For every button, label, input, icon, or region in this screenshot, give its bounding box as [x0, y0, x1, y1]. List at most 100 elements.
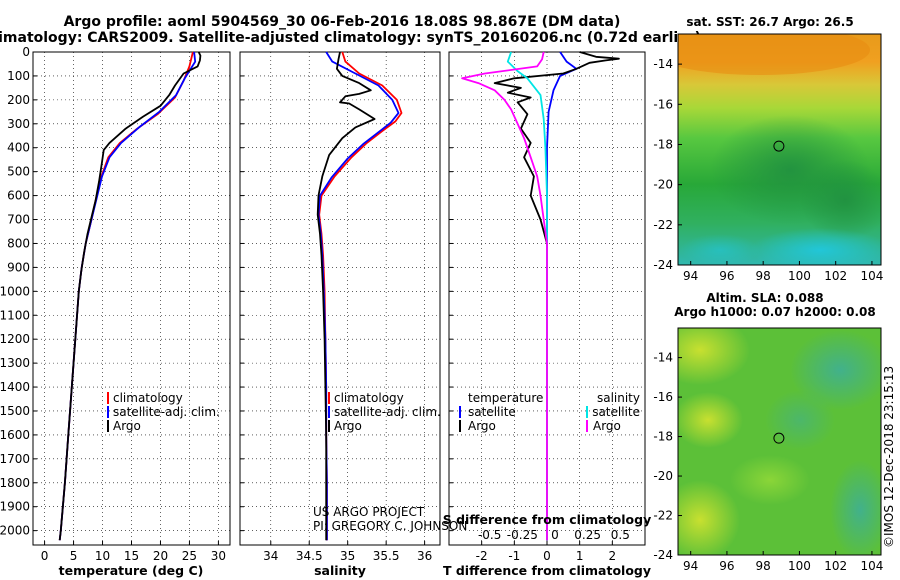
- map-x-tick-label: 104: [860, 269, 883, 283]
- series-line-salinity-satellite: [506, 51, 548, 541]
- map-x-tick-label: 102: [824, 269, 847, 283]
- depth-tick-label: 600: [7, 189, 30, 203]
- map-x-tick-label: 96: [719, 269, 734, 283]
- map-x-tick-label: 100: [788, 269, 811, 283]
- series-line-salinity-argo: [461, 51, 548, 541]
- series-line-temperature-satellite: [546, 51, 578, 541]
- x-tick-label: 35: [340, 549, 355, 563]
- salinity-panel: 34 34.5 35 35.5 36: [239, 51, 441, 563]
- depth-tick-label: 1500: [0, 404, 30, 418]
- sla-argo-location-marker: [773, 432, 785, 444]
- x-top-tick-label: -0.25: [507, 528, 538, 542]
- depth-tick-label: 400: [7, 141, 30, 155]
- tdiff-xlabel: T difference from climatology: [443, 563, 651, 578]
- x-tick-label: 1: [576, 549, 584, 563]
- x-tick-label: 36: [417, 549, 432, 563]
- legend-label-climatology: climatology: [113, 391, 183, 405]
- sst-map-frame: [677, 33, 882, 266]
- x-tick-label: 34.5: [296, 549, 323, 563]
- temperature-legend: climatology satellite-adj. clim. Argo: [107, 391, 220, 433]
- sst-argo-location-marker: [773, 140, 785, 152]
- x-tick-label: -1: [508, 549, 520, 563]
- x-tick-label: 15: [124, 549, 139, 563]
- depth-tick-label: 1800: [0, 476, 30, 490]
- depth-tick-label: 1000: [0, 284, 30, 298]
- map-x-tick-label: 94: [683, 269, 698, 283]
- map-y-tick-label: -16: [653, 390, 673, 404]
- depth-tick-label: 0: [22, 45, 30, 59]
- map-x-tick-label: 98: [756, 559, 771, 573]
- map-y-tick-label: -24: [653, 548, 673, 562]
- pi-credit: PI: GREGORY C. JOHNSON: [313, 519, 467, 533]
- difference-legend: temperature satellite Argo salinity sate…: [459, 391, 640, 433]
- x-tick-label: 2: [609, 549, 617, 563]
- depth-tick-label: 500: [7, 165, 30, 179]
- legend-title-temperature: temperature: [468, 391, 543, 405]
- x-top-tick-label: 0.25: [574, 528, 601, 542]
- x-tick-label: 0: [543, 549, 551, 563]
- map-y-tick-label: -14: [653, 57, 673, 71]
- sla-map-title: Altim. SLA: 0.088: [706, 291, 823, 305]
- x-tick-label: -2: [476, 549, 488, 563]
- sla-map-frame: [677, 327, 882, 556]
- legend-label-argo: Argo: [334, 419, 362, 433]
- x-tick-label: 30: [211, 549, 226, 563]
- sdiff-xlabel: S difference from climatology: [443, 512, 652, 527]
- map-y-tick-label: -24: [653, 258, 673, 272]
- sla-map-image: [678, 328, 881, 555]
- legend-title-salinity: salinity: [597, 391, 640, 405]
- map-x-tick-label: 98: [756, 269, 771, 283]
- series-line-temperature-argo: [493, 51, 620, 541]
- depth-tick-label: 2000: [0, 524, 30, 538]
- temperature-xlabel: temperature (deg C): [59, 563, 204, 578]
- legend-label-argo: Argo: [113, 419, 141, 433]
- map-x-tick-label: 100: [788, 559, 811, 573]
- series-line-climatology: [58, 51, 194, 541]
- map-x-tick-label: 104: [860, 559, 883, 573]
- map-y-tick-label: -22: [653, 218, 673, 232]
- x-tick-label: 35.5: [373, 549, 400, 563]
- x-tick-label: 25: [182, 549, 197, 563]
- depth-tick-label: 100: [7, 69, 30, 83]
- difference-panel: -2 -1 0 1 2 -0.5 -0.25 0 0.25 0.5: [448, 51, 646, 563]
- project-credit: US ARGO PROJECT: [313, 505, 425, 519]
- map-y-tick-label: -22: [653, 509, 673, 523]
- depth-tick-label: 1200: [0, 332, 30, 346]
- salinity-legend: climatology satellite-adj. clim. Argo: [328, 391, 441, 433]
- map-y-tick-label: -18: [653, 430, 673, 444]
- legend-label-satellite: satellite-adj. clim.: [113, 405, 220, 419]
- map-y-tick-label: -14: [653, 351, 673, 365]
- x-top-tick-label: 0: [551, 528, 559, 542]
- map-y-tick-label: -20: [653, 178, 673, 192]
- depth-tick-label: 800: [7, 236, 30, 250]
- series-line-argo: [58, 51, 202, 541]
- depth-tick-label: 1900: [0, 500, 30, 514]
- depth-tick-label: 300: [7, 117, 30, 131]
- map-x-tick-label: 102: [824, 559, 847, 573]
- sst-map-title: sat. SST: 26.7 Argo: 26.5: [686, 15, 853, 29]
- legend-label-s-satellite: satellite: [592, 405, 640, 419]
- x-tick-label: 0: [41, 549, 49, 563]
- salinity-axes-frame: [239, 51, 441, 546]
- header-line1: Argo profile: aoml 5904569_30 06-Feb-201…: [64, 14, 621, 30]
- depth-tick-label: 1300: [0, 356, 30, 370]
- map-y-tick-label: -20: [653, 469, 673, 483]
- depth-tick-label: 700: [7, 213, 30, 227]
- sst-map-axes: 94 96 98 100 102 104 -14 -16 -18 -20 -22 -24: [653, 57, 883, 283]
- legend-label-satellite: satellite-adj. clim.: [334, 405, 441, 419]
- header-line2: Climatology: CARS2009. Satellite-adjuste…: [0, 30, 701, 46]
- x-tick-label: 20: [153, 549, 168, 563]
- salinity-xlabel: salinity: [314, 563, 366, 578]
- depth-tick-label: 200: [7, 93, 30, 107]
- sst-map-image: [678, 34, 881, 265]
- depth-tick-label: 900: [7, 260, 30, 274]
- legend-label-t-satellite: satellite: [468, 405, 516, 419]
- sla-map-subtitle: Argo h1000: 0.07 h2000: 0.08: [674, 305, 875, 319]
- map-y-tick-label: -16: [653, 97, 673, 111]
- depth-tick-label: 1600: [0, 428, 30, 442]
- map-y-tick-label: -18: [653, 137, 673, 151]
- x-top-tick-label: -0.5: [478, 528, 501, 542]
- series-line-argo: [316, 51, 376, 541]
- legend-label-t-argo: Argo: [468, 419, 496, 433]
